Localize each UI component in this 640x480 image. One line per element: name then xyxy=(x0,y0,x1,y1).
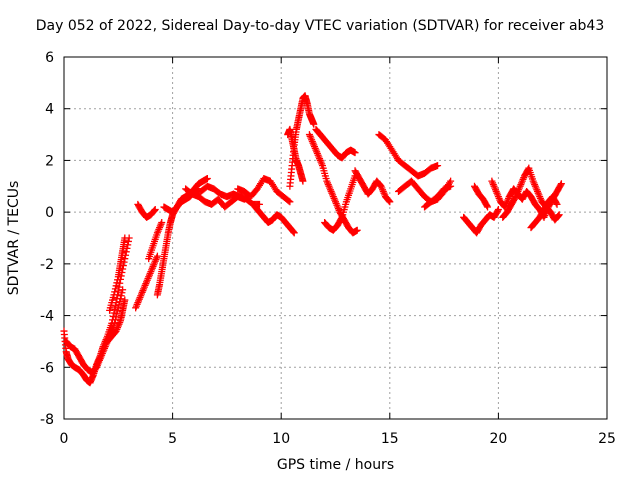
data-point xyxy=(337,215,345,223)
x-tick-label: 20 xyxy=(489,431,507,447)
y-tick-label: -2 xyxy=(40,257,54,273)
data-points xyxy=(60,92,565,387)
data-point xyxy=(353,226,361,234)
data-point xyxy=(151,206,159,214)
y-tick-label: 4 xyxy=(45,102,54,118)
x-axis-ticks: 0 5 10 15 20 25 xyxy=(60,57,616,447)
data-point xyxy=(511,194,519,202)
x-tick-label: 10 xyxy=(272,431,290,447)
data-point xyxy=(121,296,129,304)
plot-border xyxy=(63,56,608,420)
data-point xyxy=(124,237,132,245)
data-point xyxy=(151,206,158,214)
y-axis-label: SDTVAR / TECUs xyxy=(6,180,22,296)
data-point xyxy=(434,162,442,170)
data-point xyxy=(555,211,563,219)
data-point xyxy=(121,234,129,242)
y-tick-label: 0 xyxy=(45,205,54,221)
y-tick-label: 6 xyxy=(45,50,54,66)
data-point xyxy=(255,200,263,208)
data-point xyxy=(285,197,293,205)
data-point xyxy=(158,218,166,226)
grid-lines xyxy=(64,57,607,419)
data-point xyxy=(111,316,119,324)
data-point xyxy=(447,182,455,190)
data-point xyxy=(112,282,120,290)
data-point xyxy=(114,304,122,312)
y-axis-ticks: -8 -6 -4 -2 0 2 4 6 xyxy=(40,50,607,428)
data-point xyxy=(310,120,318,128)
x-tick-label: 0 xyxy=(60,431,69,447)
data-point xyxy=(553,200,561,208)
chart-title: Day 052 of 2022, Sidereal Day-to-day VTE… xyxy=(35,18,605,34)
data-point xyxy=(483,202,491,210)
data-point xyxy=(552,199,560,207)
data-point xyxy=(117,292,125,300)
x-tick-label: 25 xyxy=(598,431,616,447)
x-tick-label: 5 xyxy=(168,431,177,447)
y-tick-label: -6 xyxy=(40,360,54,376)
data-point xyxy=(290,229,298,237)
data-point xyxy=(557,181,565,189)
data-point xyxy=(110,291,118,299)
data-point xyxy=(203,175,211,183)
data-point xyxy=(554,212,562,220)
data-point xyxy=(386,198,394,206)
data-point xyxy=(122,248,130,256)
data-point xyxy=(240,195,248,203)
y-tick-label: -4 xyxy=(40,309,54,325)
y-tick-label: -8 xyxy=(40,412,54,428)
data-point xyxy=(113,279,121,287)
data-point xyxy=(111,288,119,296)
data-point xyxy=(385,197,393,205)
data-point xyxy=(494,206,502,214)
x-tick-label: 15 xyxy=(381,431,399,447)
data-point xyxy=(299,177,307,185)
data-point xyxy=(557,180,565,188)
x-axis-label: GPS time / hours xyxy=(276,457,395,473)
y-tick-label: 2 xyxy=(45,153,54,169)
data-point xyxy=(114,276,122,284)
data-point xyxy=(111,285,119,293)
data-point xyxy=(494,207,502,215)
data-point xyxy=(290,228,298,236)
data-point xyxy=(351,149,359,157)
data-point xyxy=(116,295,124,303)
data-point xyxy=(119,286,127,294)
data-point xyxy=(153,252,161,260)
data-point xyxy=(118,289,126,297)
data-point xyxy=(484,203,492,211)
data-point xyxy=(286,198,294,206)
